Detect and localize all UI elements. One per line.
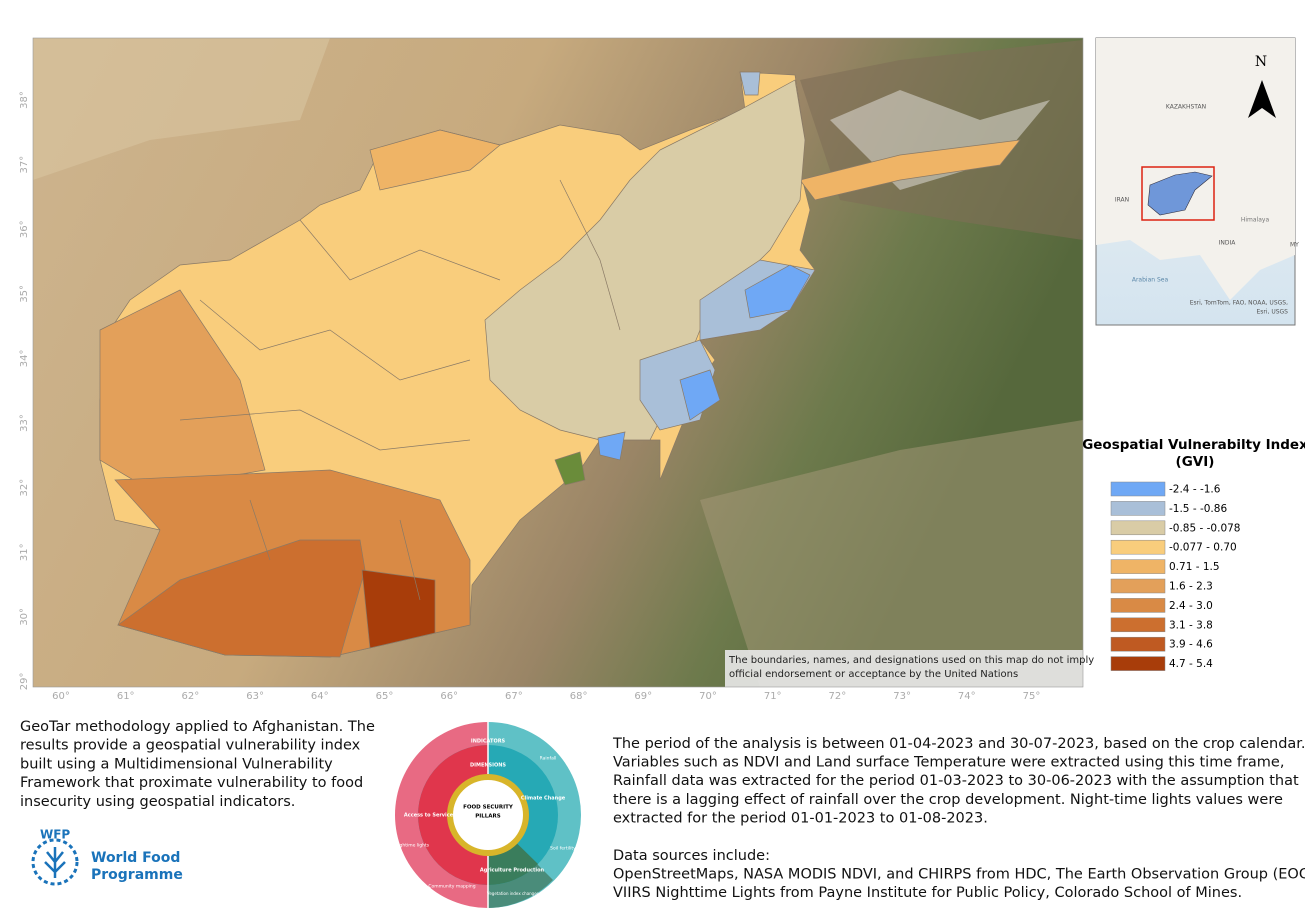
legend-label: 3.1 - 3.8 bbox=[1169, 619, 1213, 631]
lon-label: 75° bbox=[1023, 691, 1041, 702]
inset-label: Himalaya bbox=[1241, 217, 1270, 224]
indicator: Vegetation index changes (NDVI) bbox=[487, 891, 554, 896]
legend-label: -2.4 - -1.6 bbox=[1169, 484, 1221, 496]
main-map bbox=[33, 38, 1083, 687]
legend-label: -0.077 - 0.70 bbox=[1169, 542, 1237, 554]
diagram-center: PILLARS bbox=[475, 814, 501, 820]
diagram-center: FOOD SECURITY bbox=[463, 805, 514, 811]
text-line: Data sources include: bbox=[613, 848, 770, 864]
pillar: Access to Services bbox=[404, 813, 456, 819]
lat-label: 35° bbox=[19, 285, 30, 303]
lat-label: 38° bbox=[19, 91, 30, 109]
text-line: there is a lagging effect of rainfall ov… bbox=[613, 792, 1283, 808]
lat-label: 29° bbox=[19, 673, 30, 691]
lon-label: 67° bbox=[505, 691, 523, 702]
text-line: Framework that proximate vulnerability t… bbox=[20, 775, 363, 791]
legend-label: 3.9 - 4.6 bbox=[1169, 639, 1213, 651]
inset-label: INDIA bbox=[1219, 240, 1237, 247]
lon-label: 68° bbox=[570, 691, 588, 702]
legend-swatch bbox=[1110, 481, 1166, 497]
inset-credit: Esri, TomTom, FAO, NOAA, USGS, bbox=[1190, 300, 1288, 307]
lon-label: 60° bbox=[52, 691, 70, 702]
lon-label: 70° bbox=[699, 691, 717, 702]
lon-label: 74° bbox=[958, 691, 976, 702]
legend-label: 4.7 - 5.4 bbox=[1169, 658, 1213, 670]
text-line: results provide a geospatial vulnerabili… bbox=[20, 738, 361, 754]
legend-swatch bbox=[1110, 539, 1166, 555]
framework-diagram: FOOD SECURITY PILLARS INDICATORS DIMENSI… bbox=[395, 722, 581, 908]
disclaimer: The boundaries, names, and designations … bbox=[728, 655, 1094, 666]
legend-label: -0.85 - -0.078 bbox=[1169, 522, 1240, 534]
disclaimer: official endorsement or acceptance by th… bbox=[729, 669, 1018, 680]
lon-label: 65° bbox=[376, 691, 394, 702]
text-line: OpenStreetMaps, NASA MODIS NDVI, and CHI… bbox=[613, 867, 1305, 883]
lat-label: 31° bbox=[19, 543, 30, 561]
lon-label: 64° bbox=[311, 691, 329, 702]
inset-label: IRAN bbox=[1115, 197, 1129, 204]
legend-swatch bbox=[1110, 617, 1166, 633]
lon-label: 72° bbox=[829, 691, 847, 702]
legend-title: (GVI) bbox=[1176, 454, 1215, 470]
legend-swatch bbox=[1110, 636, 1166, 652]
lon-label: 69° bbox=[634, 691, 652, 702]
legend-swatch bbox=[1110, 656, 1166, 671]
indicator: Nightime lights bbox=[395, 843, 430, 849]
logo-short: WFP bbox=[40, 828, 70, 842]
lat-label: 33° bbox=[19, 414, 30, 432]
indicator: Community mapping bbox=[428, 884, 475, 890]
legend-label: 0.71 - 1.5 bbox=[1169, 561, 1220, 573]
text-line: insecurity using geospatial indicators. bbox=[20, 794, 295, 810]
inset-label: Arabian Sea bbox=[1132, 277, 1169, 284]
text-line: VIIRS Nighttime Lights from Payne Instit… bbox=[613, 885, 1242, 901]
inset-map: N KAZAKHSTAN IRAN INDIA Himalaya Arabian… bbox=[1095, 37, 1299, 326]
indicator: Rainfall bbox=[540, 756, 557, 762]
text-line: extracted for the period 01-01-2023 to 0… bbox=[613, 810, 988, 826]
text-line: Variables such as NDVI and Land surface … bbox=[613, 755, 1284, 771]
legend-swatch bbox=[1110, 501, 1166, 516]
lat-label: 32° bbox=[19, 479, 30, 497]
logo-name: Programme bbox=[91, 867, 183, 883]
pillar: Agriculture Production bbox=[480, 868, 545, 874]
lon-label: 63° bbox=[246, 691, 264, 702]
lon-label: 61° bbox=[117, 691, 135, 702]
ring-label: INDICATORS bbox=[471, 739, 506, 745]
lat-label: 36° bbox=[19, 220, 30, 238]
legend-swatch bbox=[1110, 559, 1166, 574]
indicator: Soil fertility bbox=[550, 846, 576, 852]
inset-label: KAZAKHSTAN bbox=[1166, 104, 1206, 111]
lon-label: 73° bbox=[893, 691, 911, 702]
text-line: built using a Multidimensional Vulnerabi… bbox=[20, 756, 333, 772]
logo-name: World Food bbox=[91, 850, 180, 866]
lon-label: 62° bbox=[182, 691, 200, 702]
legend-swatch bbox=[1110, 520, 1166, 536]
legend-swatch bbox=[1110, 598, 1166, 613]
legend-label: -1.5 - -0.86 bbox=[1169, 503, 1227, 515]
text-line: The period of the analysis is between 01… bbox=[612, 736, 1305, 752]
north-arrow-label: N bbox=[1255, 54, 1267, 70]
ring-label: DIMENSIONS bbox=[470, 763, 506, 769]
pillar: Climate Change bbox=[521, 796, 566, 802]
lon-label: 71° bbox=[764, 691, 782, 702]
inset-label: MY bbox=[1290, 242, 1299, 249]
legend-label: 1.6 - 2.3 bbox=[1169, 581, 1213, 593]
lon-label: 66° bbox=[440, 691, 458, 702]
lat-label: 37° bbox=[19, 156, 30, 174]
lat-label: 34° bbox=[19, 350, 30, 368]
legend-swatch bbox=[1110, 578, 1166, 594]
text-line: Rainfall data was extracted for the peri… bbox=[613, 773, 1299, 789]
legend-title: Geospatial Vulnerabilty Index bbox=[1082, 437, 1305, 453]
wfp-logo: WFP World Food Programme bbox=[31, 828, 183, 886]
inset-credit: Esri, USGS bbox=[1256, 309, 1288, 316]
legend-label: 2.4 - 3.0 bbox=[1169, 600, 1213, 612]
lat-label: 30° bbox=[19, 608, 30, 626]
text-line: GeoTar methodology applied to Afghanista… bbox=[20, 719, 375, 735]
